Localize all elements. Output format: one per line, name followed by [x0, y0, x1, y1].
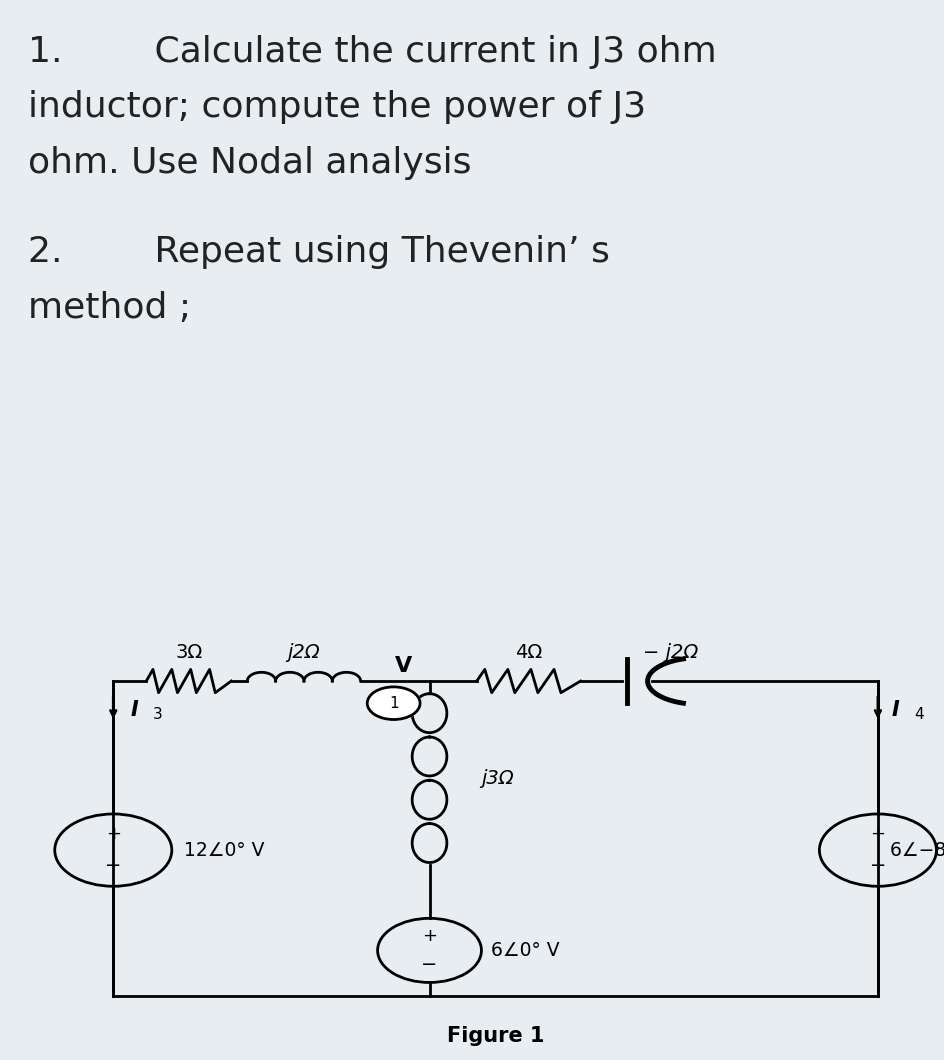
Text: −: − — [869, 856, 886, 876]
Text: j2Ω: j2Ω — [288, 643, 320, 662]
Text: −: − — [105, 856, 122, 876]
Text: I: I — [130, 701, 138, 720]
Text: V: V — [396, 656, 413, 676]
Text: 6∠−80° V: 6∠−80° V — [890, 841, 944, 860]
Text: 6∠0° V: 6∠0° V — [491, 941, 560, 960]
Text: j3Ω: j3Ω — [481, 768, 514, 788]
Text: +: + — [106, 826, 121, 844]
Text: 1.        Calculate the current in J3 ohm: 1. Calculate the current in J3 ohm — [28, 35, 716, 69]
Text: − j2Ω: − j2Ω — [643, 643, 698, 662]
Text: 4: 4 — [914, 707, 923, 722]
Text: 1: 1 — [389, 695, 398, 710]
Text: 4Ω: 4Ω — [515, 643, 542, 662]
Text: 2.        Repeat using Thevenin’ s: 2. Repeat using Thevenin’ s — [28, 235, 610, 269]
Text: −: − — [421, 955, 438, 974]
Text: method ;: method ; — [28, 290, 191, 324]
Text: inductor; compute the power of J3: inductor; compute the power of J3 — [28, 90, 646, 124]
Circle shape — [367, 687, 420, 720]
Text: Figure 1: Figure 1 — [447, 1025, 545, 1045]
Text: 3: 3 — [153, 707, 162, 722]
Text: ohm. Use Nodal analysis: ohm. Use Nodal analysis — [28, 146, 471, 180]
Text: 12∠0° V: 12∠0° V — [184, 841, 264, 860]
Text: +: + — [870, 826, 885, 844]
Text: 3Ω: 3Ω — [176, 643, 202, 662]
Text: +: + — [422, 928, 437, 946]
Text: I: I — [891, 701, 899, 720]
